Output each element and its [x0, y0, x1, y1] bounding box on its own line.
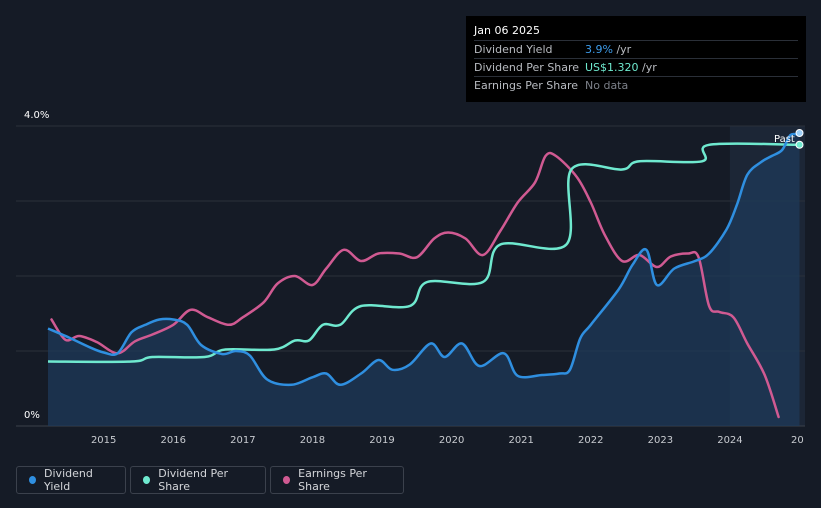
dps-end-marker [795, 140, 804, 149]
tooltip-unit: /yr [638, 61, 657, 74]
tooltip-row-yield: Dividend Yield 3.9% /yr [474, 40, 798, 58]
tooltip-number: No data [585, 79, 629, 92]
tooltip-number: 3.9% [585, 43, 613, 56]
tooltip-row-dps: Dividend Per Share US$1.320 /yr [474, 58, 798, 76]
legend-label: Dividend Per Share [158, 467, 229, 493]
tooltip-panel: Jan 06 2025 Dividend Yield 3.9% /yr Divi… [466, 16, 806, 102]
legend-label: Earnings Per Share [298, 467, 367, 493]
dividend-yield-area [48, 133, 800, 426]
earnings-per-share-line [50, 151, 780, 419]
x-tick-label: 2017 [230, 435, 255, 446]
legend-label: Dividend Yield [44, 467, 93, 493]
legend-dividend-yield[interactable]: Dividend Yield [16, 466, 126, 494]
x-tick-label: 2023 [648, 435, 673, 446]
past-label: Past [774, 134, 795, 145]
x-tick-label: 2024 [717, 435, 742, 446]
tooltip-date: Jan 06 2025 [474, 24, 540, 37]
y-tick-top: 4.0% [24, 110, 49, 121]
x-tick-label: 2022 [578, 435, 603, 446]
tooltip-label: Dividend Per Share [474, 61, 580, 74]
tooltip-value: 3.9% /yr [585, 41, 631, 58]
y-tick-zero: 0% [24, 410, 40, 421]
tooltip-label: Dividend Yield [474, 43, 553, 56]
x-axis: 2015 2016 2017 2018 2019 2020 2021 2022 2023 2024… [91, 435, 804, 446]
legend-earnings-per-share[interactable]: Earnings Per Share [270, 466, 404, 494]
tooltip-unit: /yr [612, 43, 632, 56]
tooltip-row-eps: Earnings Per Share No data [474, 76, 798, 94]
legend-dividend-per-share[interactable]: Dividend Per Share [130, 466, 266, 494]
tooltip-value: US$1.320 /yr [585, 59, 657, 76]
legend-dot [143, 476, 151, 484]
x-tick-label: 2015 [91, 435, 116, 446]
tooltip-label: Earnings Per Share [474, 79, 579, 92]
legend-dot [29, 476, 37, 484]
x-tick-label: 20 [791, 435, 804, 446]
x-tick-label: 2021 [508, 435, 533, 446]
x-tick-label: 2019 [369, 435, 394, 446]
x-tick-label: 2016 [161, 435, 186, 446]
x-tick-label: 2020 [439, 435, 464, 446]
dividend-yield-line [47, 132, 800, 387]
tooltip-number: US$1.320 [585, 61, 639, 74]
yield-end-marker [795, 129, 804, 137]
x-tick-label: 2018 [300, 435, 325, 446]
tooltip-value: No data [585, 77, 628, 94]
legend-dot [283, 476, 291, 484]
dividend-per-share-line [47, 142, 800, 364]
